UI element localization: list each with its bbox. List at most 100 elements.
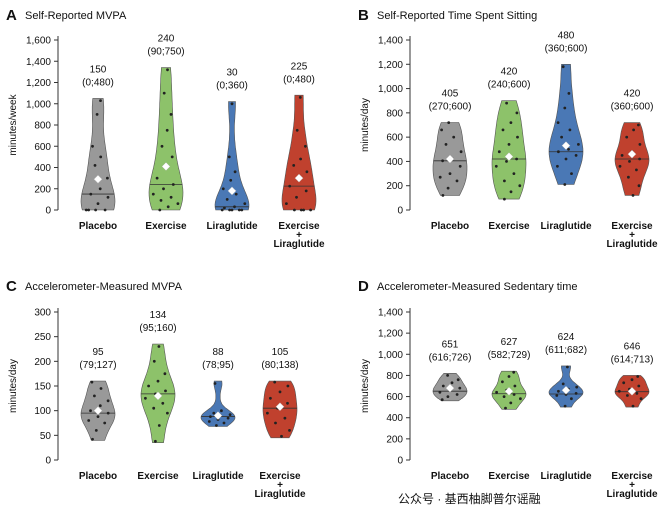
data-point xyxy=(221,187,225,191)
data-point xyxy=(215,424,218,427)
data-point xyxy=(227,155,231,159)
y-tick-label: 200 xyxy=(386,181,403,192)
category-label: Placebo xyxy=(431,221,469,232)
data-point xyxy=(163,372,167,376)
data-point xyxy=(519,397,522,401)
data-point xyxy=(160,144,164,148)
data-point xyxy=(555,394,559,397)
mean-marker xyxy=(93,406,103,415)
data-point xyxy=(570,397,573,401)
data-point xyxy=(441,194,445,197)
category-label-line: Placebo xyxy=(79,221,117,232)
data-point xyxy=(441,384,445,388)
mean-marker xyxy=(275,402,285,412)
data-point xyxy=(93,394,96,398)
violin-body xyxy=(281,94,317,211)
median-label: 420 xyxy=(501,67,518,78)
data-point xyxy=(563,404,567,408)
data-point xyxy=(98,187,102,191)
data-point xyxy=(226,416,230,420)
data-point xyxy=(293,208,296,212)
y-tick-label: 800 xyxy=(386,108,403,119)
data-point xyxy=(213,382,217,385)
data-point xyxy=(446,395,450,398)
iqr-label: (360;600) xyxy=(545,43,588,54)
data-point xyxy=(234,192,238,196)
data-point xyxy=(557,150,560,154)
data-point xyxy=(617,389,621,393)
category-label-line: Placebo xyxy=(79,471,117,482)
y-tick-label: 400 xyxy=(34,163,51,174)
y-axis-label: minutes/day xyxy=(8,359,19,413)
iqr-label: (95;160) xyxy=(139,323,176,334)
data-point xyxy=(286,384,290,388)
violin-placebo: 150 (0;480) xyxy=(80,64,116,212)
y-tick-label: 0 xyxy=(397,206,403,217)
y-axis-label: minutes/day xyxy=(360,98,371,152)
data-point xyxy=(512,393,516,396)
category-label: Placebo xyxy=(431,471,469,482)
y-tick-label: 600 xyxy=(386,392,403,403)
data-point xyxy=(304,144,307,148)
data-point xyxy=(556,121,560,124)
iqr-label: (270;600) xyxy=(429,102,472,113)
data-point xyxy=(458,386,462,390)
panel-letter: A xyxy=(6,7,17,24)
data-point xyxy=(159,199,163,202)
y-tick-label: 1,000 xyxy=(378,84,403,95)
data-point xyxy=(222,421,226,425)
data-point xyxy=(447,121,451,124)
data-point xyxy=(448,172,452,176)
iqr-label: (0;480) xyxy=(283,74,315,85)
iqr-label: (78;95) xyxy=(202,360,234,371)
y-tick-label: 1,400 xyxy=(378,36,403,47)
y-tick-label: 1,200 xyxy=(378,60,403,71)
data-point xyxy=(512,370,516,374)
data-point xyxy=(103,208,107,212)
y-tick-label: 800 xyxy=(386,371,403,382)
y-tick-label: 0 xyxy=(397,456,403,467)
panel-letter: B xyxy=(358,7,369,24)
category-label-line: Placebo xyxy=(431,471,469,482)
data-point xyxy=(165,128,169,132)
data-point xyxy=(438,390,442,394)
data-point xyxy=(635,392,639,395)
category-label-line: Liraglutide xyxy=(540,221,592,232)
data-point xyxy=(223,206,226,210)
data-point xyxy=(96,202,100,206)
panel-c: C Accelerometer-Measured MVPA 0 50 100 150 200… xyxy=(6,278,306,500)
y-tick-label: 600 xyxy=(34,142,51,153)
y-tick-label: 1,200 xyxy=(26,78,51,89)
data-point xyxy=(298,96,302,99)
data-point xyxy=(568,128,572,132)
data-point xyxy=(207,420,211,423)
data-point xyxy=(157,345,161,348)
iqr-label: (90;750) xyxy=(147,47,184,58)
data-point xyxy=(635,168,638,172)
data-point xyxy=(273,380,277,384)
y-tick-label: 400 xyxy=(386,157,403,168)
data-point xyxy=(577,143,580,146)
category-label-line: Liraglutide xyxy=(192,471,244,482)
data-point xyxy=(637,184,641,188)
data-point xyxy=(170,155,174,159)
violin-exercise: 420 (240;600) xyxy=(488,67,530,201)
data-point xyxy=(441,159,444,163)
data-point xyxy=(166,68,169,72)
data-point xyxy=(557,389,560,393)
data-point xyxy=(156,379,160,383)
violin-placebo: 95 (79;127) xyxy=(79,347,117,441)
data-point xyxy=(570,172,573,176)
y-tick-label: 100 xyxy=(34,406,51,417)
median-label: 225 xyxy=(291,61,308,72)
mean-marker xyxy=(627,387,637,396)
data-point xyxy=(295,128,299,132)
category-label-line: Liraglutide xyxy=(254,489,306,500)
y-tick-label: 200 xyxy=(34,184,51,195)
data-point xyxy=(87,419,91,422)
category-label-line: Exercise xyxy=(278,221,320,232)
y-axis: 0 200 400 600 800 1,000 1,200 1,400 xyxy=(378,36,411,217)
data-point xyxy=(444,143,448,146)
category-label-line: Liraglutide xyxy=(606,489,658,500)
data-point xyxy=(450,381,454,385)
